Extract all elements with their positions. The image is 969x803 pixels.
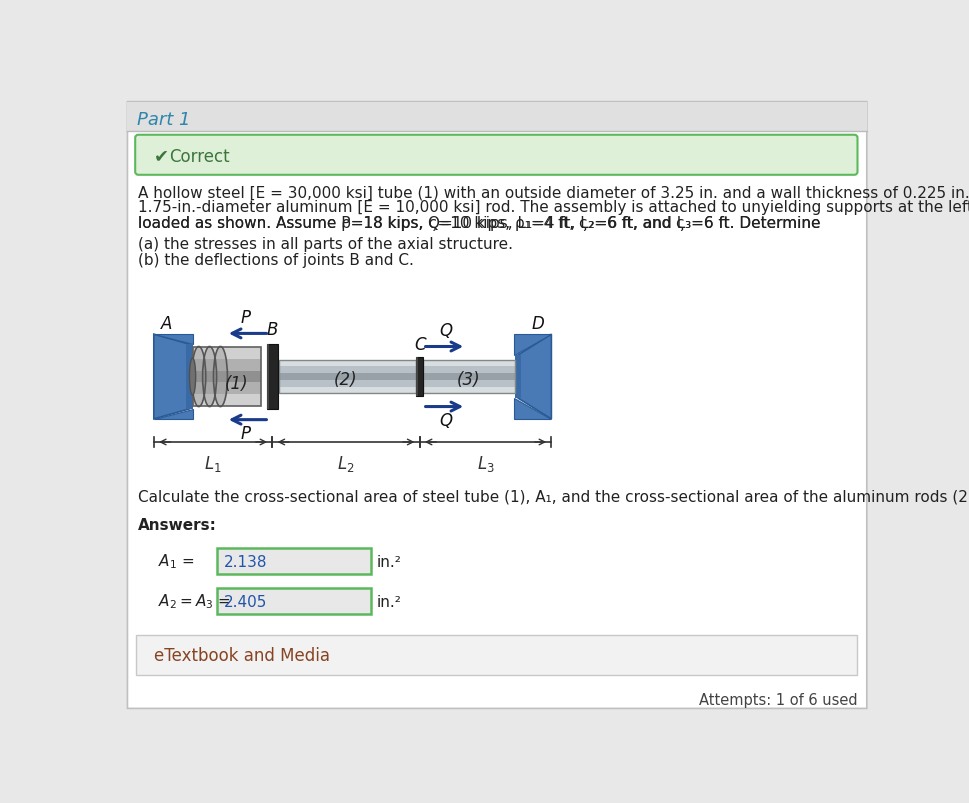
Text: in.²: in.²: [377, 554, 401, 569]
Text: $L_1$: $L_1$: [204, 453, 222, 473]
FancyBboxPatch shape: [127, 103, 866, 708]
Polygon shape: [423, 381, 515, 387]
Polygon shape: [423, 387, 515, 394]
Polygon shape: [278, 360, 416, 367]
Text: loaded as shown. Assume P=18 kips, Q=10 kips, L₁=4 ft, L₂=6 ft, and L₃=6 ft. Det: loaded as shown. Assume P=18 kips, Q=10 …: [139, 215, 820, 230]
FancyBboxPatch shape: [216, 548, 370, 575]
FancyBboxPatch shape: [135, 136, 857, 176]
Text: $L_3$: $L_3$: [476, 453, 494, 473]
FancyBboxPatch shape: [136, 635, 856, 675]
Ellipse shape: [189, 359, 196, 396]
Polygon shape: [193, 383, 261, 394]
Text: Q: Q: [439, 321, 453, 340]
Text: Calculate the cross-sectional area of steel tube (1), A₁, and the cross-sectiona: Calculate the cross-sectional area of st…: [139, 488, 969, 503]
Polygon shape: [193, 371, 261, 383]
Text: P: P: [240, 425, 251, 442]
Polygon shape: [423, 360, 515, 367]
Text: B: B: [266, 320, 278, 339]
Ellipse shape: [203, 349, 215, 406]
Text: (3): (3): [456, 370, 481, 389]
Text: (1): (1): [224, 374, 248, 392]
Polygon shape: [514, 398, 550, 419]
Polygon shape: [423, 367, 515, 373]
Text: loaded as shown. Assume ρ=18 kips, ς=10 kips, ρ₁=4 ft, ς₂=6 ft, and ς₃=6 ft. Det: loaded as shown. Assume ρ=18 kips, ς=10 …: [139, 215, 820, 230]
Text: 2.405: 2.405: [223, 594, 266, 609]
Text: $L_2$: $L_2$: [337, 453, 355, 473]
FancyBboxPatch shape: [127, 103, 866, 132]
Text: Part 1: Part 1: [137, 111, 190, 128]
Text: 1.75-in.-diameter aluminum [E = 10,000 ksi] rod. The assembly is attached to uny: 1.75-in.-diameter aluminum [E = 10,000 k…: [139, 200, 969, 215]
Polygon shape: [278, 367, 416, 373]
Polygon shape: [278, 381, 416, 387]
FancyBboxPatch shape: [216, 589, 370, 614]
Polygon shape: [193, 394, 261, 406]
Text: Correct: Correct: [170, 148, 230, 165]
Ellipse shape: [214, 349, 227, 406]
Ellipse shape: [193, 349, 204, 406]
Polygon shape: [514, 335, 550, 356]
Bar: [416, 358, 423, 397]
Polygon shape: [154, 335, 189, 419]
Polygon shape: [154, 410, 193, 419]
Text: (b) the deflections of joints B and C.: (b) the deflections of joints B and C.: [139, 252, 414, 267]
Text: $A_2 = A_3$ =: $A_2 = A_3$ =: [158, 592, 231, 610]
Bar: [416, 358, 418, 397]
Text: (2): (2): [334, 370, 358, 389]
Text: Q: Q: [439, 412, 453, 430]
Polygon shape: [423, 373, 515, 381]
Polygon shape: [517, 335, 550, 419]
Text: Answers:: Answers:: [139, 518, 217, 532]
Text: A: A: [160, 315, 172, 332]
Polygon shape: [193, 360, 261, 371]
Text: in.²: in.²: [377, 594, 401, 609]
Text: ✔: ✔: [154, 148, 169, 165]
Polygon shape: [186, 344, 193, 410]
Text: (a) the stresses in all parts of the axial structure.: (a) the stresses in all parts of the axi…: [139, 237, 513, 252]
Text: A hollow steel [E = 30,000 ksi] tube (1) with an outside diameter of 3.25 in. an: A hollow steel [E = 30,000 ksi] tube (1)…: [139, 185, 969, 200]
Bar: [266, 344, 269, 410]
Polygon shape: [278, 373, 416, 381]
Text: $A_1$ =: $A_1$ =: [158, 552, 195, 570]
Text: Attempts: 1 of 6 used: Attempts: 1 of 6 used: [698, 692, 857, 707]
Text: D: D: [530, 315, 544, 332]
Polygon shape: [154, 335, 193, 344]
Text: 2.138: 2.138: [223, 554, 266, 569]
Bar: [266, 344, 277, 410]
Text: eTextbook and Media: eTextbook and Media: [154, 646, 329, 664]
Text: P: P: [240, 308, 251, 326]
Polygon shape: [278, 387, 416, 394]
Polygon shape: [193, 348, 261, 360]
Text: C: C: [414, 336, 425, 354]
Polygon shape: [515, 356, 520, 398]
